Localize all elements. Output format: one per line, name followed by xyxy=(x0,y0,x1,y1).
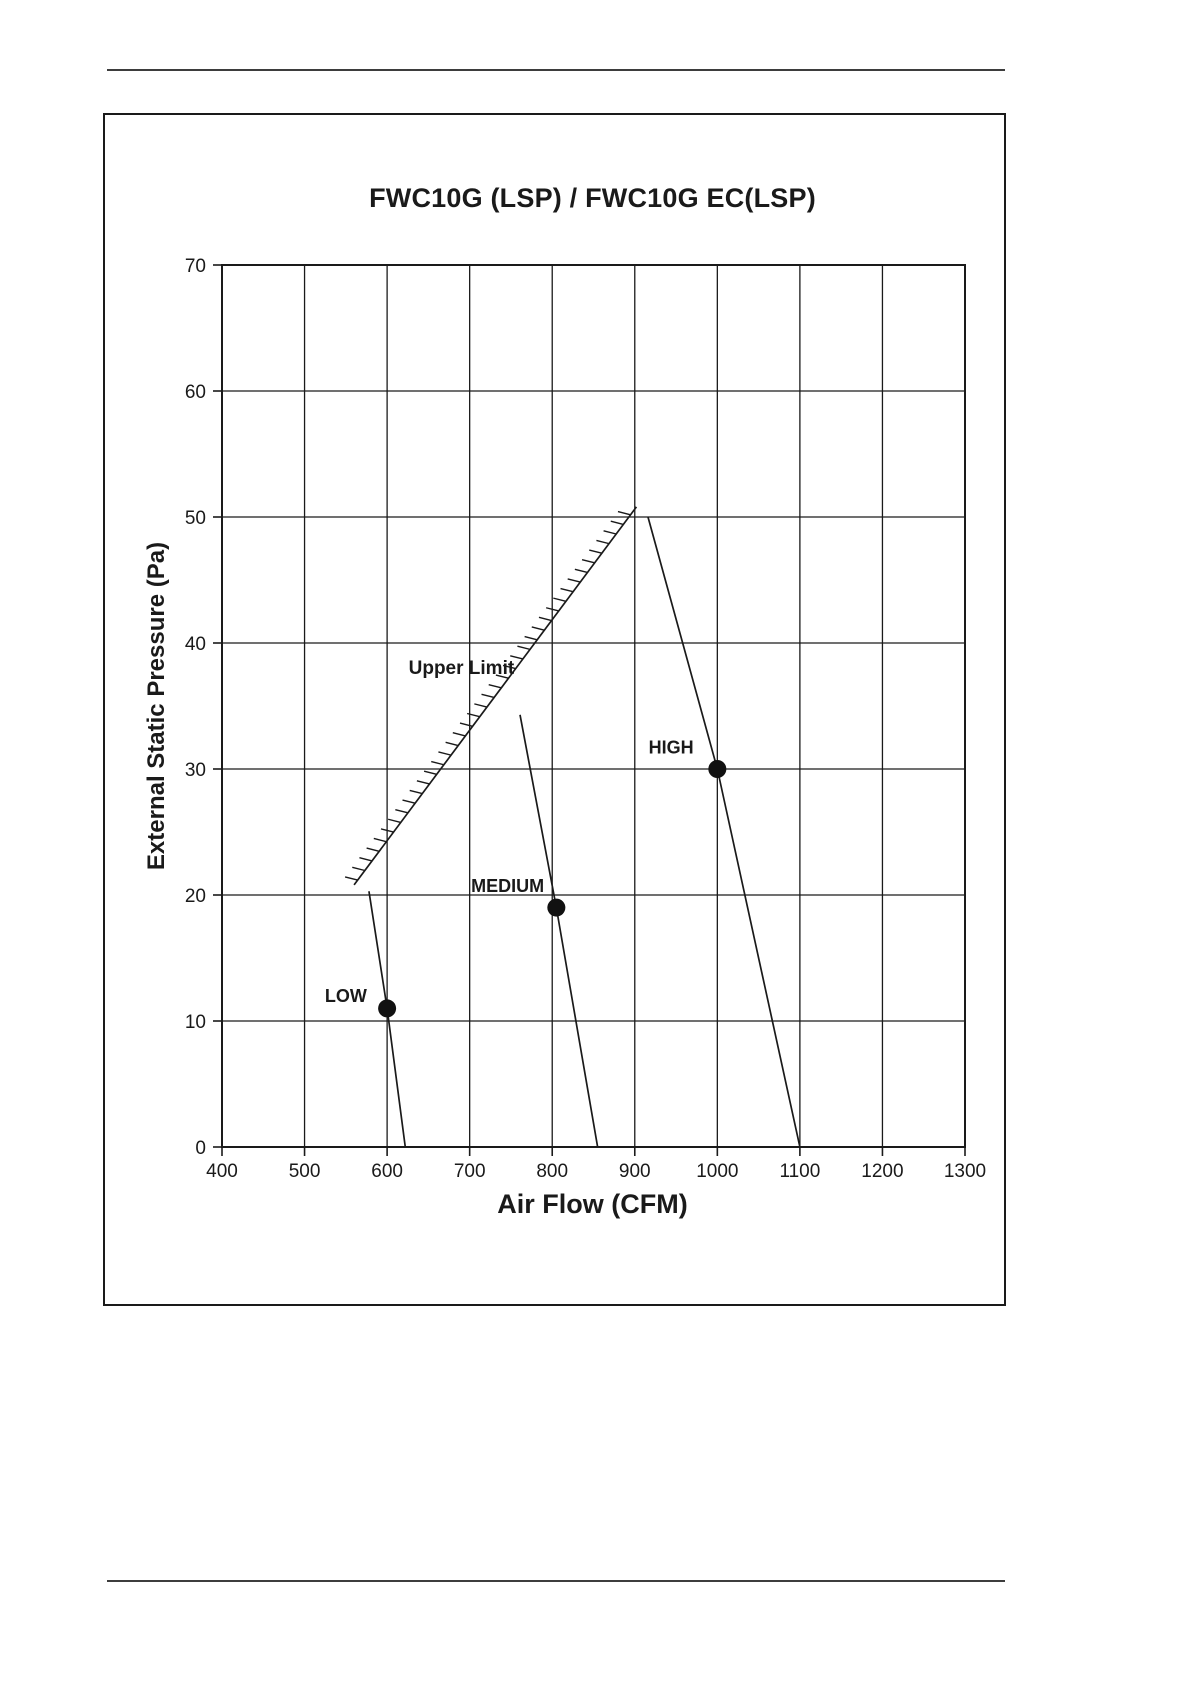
x-tick-label: 900 xyxy=(619,1161,651,1182)
hatch-mark xyxy=(466,712,480,718)
hatch-mark xyxy=(474,703,488,708)
hatch-mark xyxy=(352,866,366,872)
hatch-mark xyxy=(553,597,567,602)
hatch-mark xyxy=(524,635,538,641)
hatch-mark xyxy=(510,655,524,660)
y-tick-label: 40 xyxy=(185,634,206,655)
x-tick-label: 1200 xyxy=(861,1161,903,1182)
hatch-mark xyxy=(574,568,588,574)
hatch-mark xyxy=(589,549,603,554)
x-tick-label: 800 xyxy=(536,1161,568,1182)
series-marker-high xyxy=(708,760,727,778)
hatch-mark xyxy=(517,645,531,651)
hatch-mark xyxy=(481,693,495,699)
hatch-mark xyxy=(596,539,610,545)
hatch-mark xyxy=(431,760,445,766)
hatch-mark xyxy=(359,857,373,862)
hatch-mark xyxy=(538,616,552,622)
hatch-mark xyxy=(495,674,509,679)
x-axis-label: Air Flow (CFM) xyxy=(497,1189,688,1219)
upper-limit-line xyxy=(353,506,638,886)
y-tick-label: 30 xyxy=(185,760,206,781)
hatch-mark xyxy=(344,876,358,881)
hatch-mark xyxy=(380,828,394,833)
hatch-mark xyxy=(603,530,617,535)
chart-box: FWC10G (LSP) / FWC10G EC(LSP) External S… xyxy=(103,113,1006,1306)
hatch-mark xyxy=(438,751,452,756)
hatch-mark xyxy=(387,818,401,824)
y-tick-label: 60 xyxy=(185,382,206,403)
hatch-mark xyxy=(560,587,574,593)
series-marker-medium xyxy=(547,898,566,917)
hatch-mark xyxy=(416,780,430,785)
hatch-mark xyxy=(581,558,595,564)
hatch-mark xyxy=(445,741,459,747)
hatch-mark xyxy=(617,510,631,516)
hatch-mark xyxy=(502,664,516,670)
x-tick-label: 1300 xyxy=(944,1161,986,1182)
x-tick-label: 700 xyxy=(454,1161,486,1182)
hatch-mark xyxy=(610,520,624,526)
y-tick-label: 20 xyxy=(185,886,206,907)
chart-plot: 400 500 600 700 800 900 1000 1100 1200 1300 0 10 20 3… xyxy=(185,256,986,1182)
x-tick-label: 400 xyxy=(206,1161,238,1182)
hatch-mark xyxy=(402,799,416,804)
x-tick-label: 500 xyxy=(289,1161,321,1182)
chart-title: FWC10G (LSP) / FWC10G EC(LSP) xyxy=(369,183,816,213)
hatch-mark xyxy=(488,683,502,689)
hatch-mark xyxy=(545,607,559,612)
hatch-mark xyxy=(452,732,466,737)
x-tick-label: 1100 xyxy=(779,1161,820,1182)
series-label-medium: MEDIUM xyxy=(471,876,544,896)
y-tick-label: 0 xyxy=(195,1138,206,1159)
upper-limit-label: Upper Limit xyxy=(409,658,515,679)
series-line-high xyxy=(647,516,801,1148)
y-tick-label: 70 xyxy=(185,256,206,277)
hatch-mark xyxy=(373,837,387,843)
x-tick-label: 1000 xyxy=(696,1161,738,1182)
hatch-mark xyxy=(531,626,545,631)
hatch-mark xyxy=(409,789,423,795)
x-tick-label: 600 xyxy=(371,1161,403,1182)
hatch-mark xyxy=(459,722,473,727)
bottom-rule xyxy=(107,1580,1005,1582)
series-marker-low xyxy=(378,999,397,1018)
series-line-medium xyxy=(519,714,599,1148)
hatch-mark xyxy=(567,578,581,583)
hatch-mark xyxy=(423,770,437,776)
hatch-mark xyxy=(366,847,380,852)
y-tick-label: 50 xyxy=(185,508,206,529)
series-label-low: LOW xyxy=(325,986,367,1006)
series-label-high: HIGH xyxy=(649,738,694,758)
y-tick-label: 10 xyxy=(185,1012,206,1033)
top-rule xyxy=(107,69,1005,71)
hatch-mark xyxy=(395,808,409,814)
plot-border xyxy=(221,264,966,1148)
